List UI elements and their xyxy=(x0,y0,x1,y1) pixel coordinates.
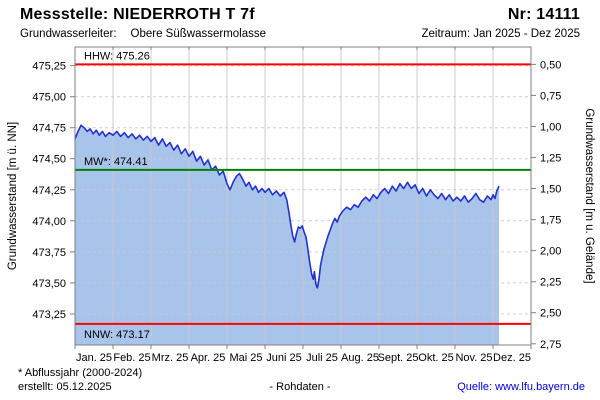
reference-line-label-nnw: NNW: 473.17 xyxy=(84,329,150,341)
y-axis-tick-label-right: 1,75 xyxy=(540,215,561,227)
rohdaten-label: - Rohdaten - xyxy=(269,381,331,393)
period-label: Zeitraum: Jan 2025 - Dez 2025 xyxy=(421,28,580,40)
x-axis-label: Apr. 25 xyxy=(191,352,226,364)
y-axis-tick-label-right: 2,75 xyxy=(540,339,561,351)
source-link[interactable]: Quelle: www.lfu.bayern.de xyxy=(457,381,585,393)
area-fill xyxy=(75,125,500,345)
y-axis-tick-label-left: 475,25 xyxy=(32,61,66,73)
x-axis-label: Feb. 25 xyxy=(113,352,150,364)
aquifer-row: Grundwasserleiter: Obere Süßwassermolasse xyxy=(20,28,266,40)
y-axis-tick-label-right: 2,00 xyxy=(540,246,561,258)
y-axis-tick-label-left: 473,25 xyxy=(32,309,66,321)
y-axis-tick-label-left: 474,00 xyxy=(32,216,66,228)
y-axis-tick-label-right: 0,50 xyxy=(540,59,561,71)
page-title: Messstelle: NIEDERROTH T 7f xyxy=(20,6,255,23)
y-axis-tick-label-left: 473,50 xyxy=(32,278,66,290)
y-axis-tick-label-left: 474,25 xyxy=(32,185,66,197)
groundwater-level-line xyxy=(74,124,500,289)
reference-line-label-hhw: HHW: 475.26 xyxy=(84,50,150,62)
x-axis-label: Juni 25 xyxy=(266,352,301,364)
y-axis-tick-label-right: 1,50 xyxy=(540,184,561,196)
footnote-abflussjahr: * Abflussjahr (2000-2024) xyxy=(18,367,143,379)
station-number: Nr: 14111 xyxy=(507,6,580,23)
created-date: erstellt: 05.12.2025 xyxy=(18,381,112,393)
y-axis-tick-label-right: 2,25 xyxy=(540,277,561,289)
x-axis-label: Mrz. 25 xyxy=(152,352,189,364)
y-axis-tick-label-left: 474,75 xyxy=(32,123,66,135)
y-axis-tick-label-right: 1,25 xyxy=(540,153,561,165)
y-axis-tick-label-left: 474,50 xyxy=(32,154,66,166)
y-axis-tick-label-left: 473,75 xyxy=(32,247,66,259)
y-axis-title-left: Grundwasserstand [m ü. NN] xyxy=(7,122,19,270)
x-axis-label: Okt. 25 xyxy=(418,352,453,364)
aquifer-label: Grundwasserleiter: xyxy=(20,28,117,40)
y-axis-tick-label-left: 475,00 xyxy=(32,92,66,104)
y-axis-tick-label-right: 2,50 xyxy=(540,308,561,320)
reference-line-label-mw: MW*: 474.41 xyxy=(84,156,148,168)
y-axis-tick-label-right: 1,00 xyxy=(540,122,561,134)
aquifer-value: Obere Süßwassermolasse xyxy=(130,28,267,40)
x-axis-label: Mai 25 xyxy=(229,352,262,364)
y-axis-tick-label-right: 0,75 xyxy=(540,90,561,102)
x-axis-label: Dez. 25 xyxy=(493,352,531,364)
x-axis-label: Juli 25 xyxy=(306,352,338,364)
x-axis-label: Nov. 25 xyxy=(455,352,492,364)
y-axis-title-right: Grundwasserstand [m u. Gelände] xyxy=(583,108,595,283)
x-axis-label: Jan. 25 xyxy=(76,352,112,364)
x-axis-label: Sept. 25 xyxy=(378,352,419,364)
x-axis-label: Aug. 25 xyxy=(341,352,379,364)
